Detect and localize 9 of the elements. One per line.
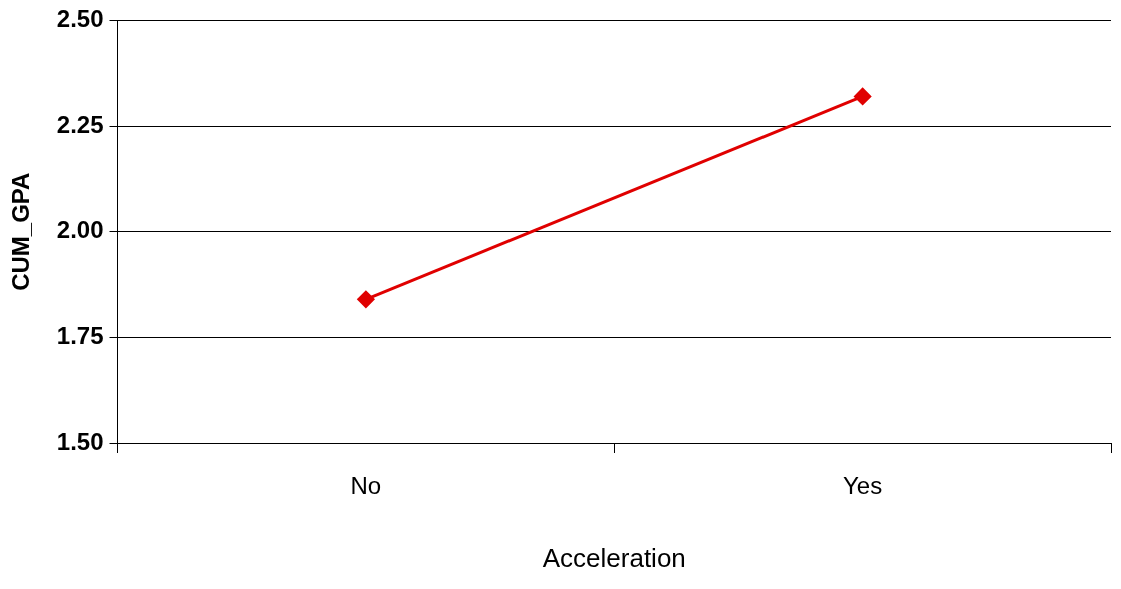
- y-tick-label: 2.50: [56, 5, 104, 33]
- y-tick-label: 2.00: [56, 216, 104, 244]
- y-tick-label: 1.50: [56, 427, 104, 455]
- y-tick-label: 1.75: [56, 321, 104, 349]
- x-tick-label: No: [350, 472, 382, 500]
- x-tick-label: Yes: [843, 472, 883, 500]
- y-axis-title: CUM_GPA: [7, 172, 35, 291]
- y-tick-label: 2.25: [56, 110, 104, 138]
- x-axis-title: Acceleration: [542, 542, 686, 573]
